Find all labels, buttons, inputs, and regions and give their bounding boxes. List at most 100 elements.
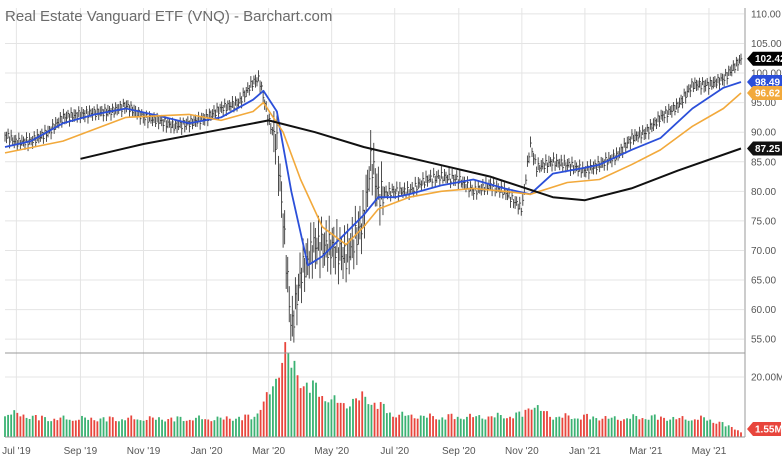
volume-bar [616,419,619,437]
volume-bar [669,419,672,437]
blue-ma-last-value-tag [747,74,782,89]
volume-bar [727,425,730,437]
x-tick-label: Sep '20 [442,446,476,457]
volume-bar [422,415,425,437]
volume-bar [512,418,515,437]
volume-bar [484,419,487,437]
volume-bar [47,421,50,437]
volume-bar [653,414,656,437]
chart-title: Real Estate Vanguard ETF (VNQ) - Barchar… [5,8,332,25]
volume-bar [506,418,508,437]
volume-bar [706,420,709,437]
volume-bar [543,411,545,437]
moving-average-orange-line [4,92,742,246]
volume-bar [204,419,207,437]
volume-bar [595,418,598,437]
volume-bar [626,418,628,437]
volume-bar [515,412,518,437]
volume-bar [361,391,364,437]
volume-bar [564,413,567,437]
volume-bar [105,421,108,437]
volume-bar [185,420,188,437]
volume-bar [355,398,357,437]
volume-last-value-tag [747,422,781,436]
volume-bar [441,417,444,437]
volume-bar [287,352,290,437]
volume-bar [358,400,361,437]
volume-bar [262,401,265,437]
volume-bar [231,420,234,437]
x-tick-label: Mar '20 [252,446,285,457]
volume-bar [613,416,616,437]
y-tick-label: 105.00 [751,39,782,50]
y-tick-label: 80.00 [751,187,776,198]
blue-ma-last-value-tag-text: 98.49 [755,77,780,88]
volume-bar [195,417,197,437]
volume-bar [161,419,163,437]
volume-bar [4,416,6,437]
volume-bar [376,408,379,437]
volume-bar [635,415,638,437]
price-last-value-tag-text: 102.42 [755,54,782,65]
volume-bar [207,419,210,437]
volume-bar [379,402,382,437]
volume-bar [416,418,419,437]
volume-bar [410,414,413,437]
volume-bar [721,422,724,437]
volume-bar [700,415,702,437]
moving-average-layer [4,81,742,267]
volume-bar [330,399,333,437]
volume-bar [56,420,59,437]
volume-bar [142,420,145,437]
volume-bar [151,417,154,437]
volume-bar [164,421,167,437]
volume-bar [712,422,715,437]
volume-bar [148,416,151,437]
volume-bar [22,414,25,437]
volume-bar [475,416,478,437]
volume-bar [690,420,693,437]
volume-bar [687,420,690,437]
volume-bar [25,417,28,437]
volume-bar [247,414,250,437]
x-tick-label: Jul '19 [2,446,31,457]
volume-bar [709,419,712,437]
volume-bar [472,417,474,437]
volume-bar [318,396,321,437]
volume-bar [672,416,675,437]
volume-bar [629,418,632,437]
volume-bar [638,419,641,437]
volume-bar [469,413,471,437]
y-tick-label: 55.00 [751,335,776,346]
volume-bar [401,411,404,437]
volume-bar [462,419,465,437]
volume-bar [444,419,447,437]
volume-bar [102,417,105,437]
y-tick-label: 90.00 [751,128,776,139]
x-tick-label: May '20 [314,446,349,457]
volume-bar [50,421,53,437]
volume-bar [37,420,40,437]
volume-bar [133,419,136,437]
volume-bar [213,420,216,437]
volume-bar [419,415,422,437]
volume-bar [259,409,262,437]
volume-bar [382,403,385,437]
volume-bar [324,401,327,437]
volume-bar [308,392,311,437]
volume-bar [173,421,176,437]
volume-bar [296,375,299,437]
volume-bar [96,421,99,437]
volume-bar [644,419,647,437]
volume-bar [13,410,16,437]
volume-bar [139,420,142,437]
volume-bar [78,419,80,437]
volume-bar [130,415,133,437]
volume-bar [623,419,625,437]
volume-bar [336,402,339,437]
volume-bar [530,409,533,437]
volume-bar [684,419,687,437]
volume-bar [293,360,296,437]
volume-bar [733,429,736,437]
